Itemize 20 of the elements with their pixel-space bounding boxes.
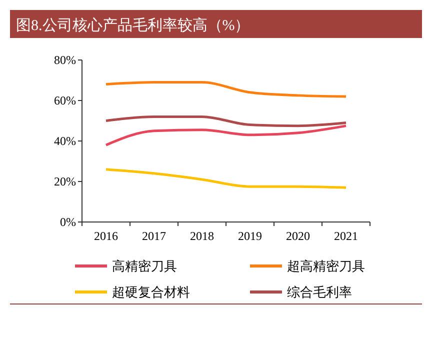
x-tick-label: 2020 (286, 229, 310, 243)
x-tick-label: 2017 (142, 229, 166, 243)
chart-title: 图8.公司核心产品毛利率较高（%） (16, 17, 250, 34)
legend-label: 高精密刀具 (112, 258, 177, 274)
y-tick-label: 20% (54, 174, 76, 189)
x-tick-label: 2018 (190, 229, 214, 243)
legend-label: 超硬复合材料 (112, 284, 190, 300)
line-series (104, 81, 348, 98)
y-tick-label: 40% (54, 134, 76, 148)
x-tick-label: 2021 (334, 229, 358, 243)
x-tick-label: 2016 (94, 229, 118, 243)
legend-label: 超高精密刀具 (287, 258, 365, 274)
line-series (104, 115, 348, 128)
y-tick-label: 80% (54, 53, 76, 68)
x-tick-label: 2019 (238, 229, 262, 243)
legend-label: 综合毛利率 (287, 284, 352, 300)
y-tick-label: 60% (54, 94, 76, 108)
y-tick-label: 0% (60, 215, 76, 230)
line-series (104, 168, 348, 189)
line-series (104, 124, 348, 146)
